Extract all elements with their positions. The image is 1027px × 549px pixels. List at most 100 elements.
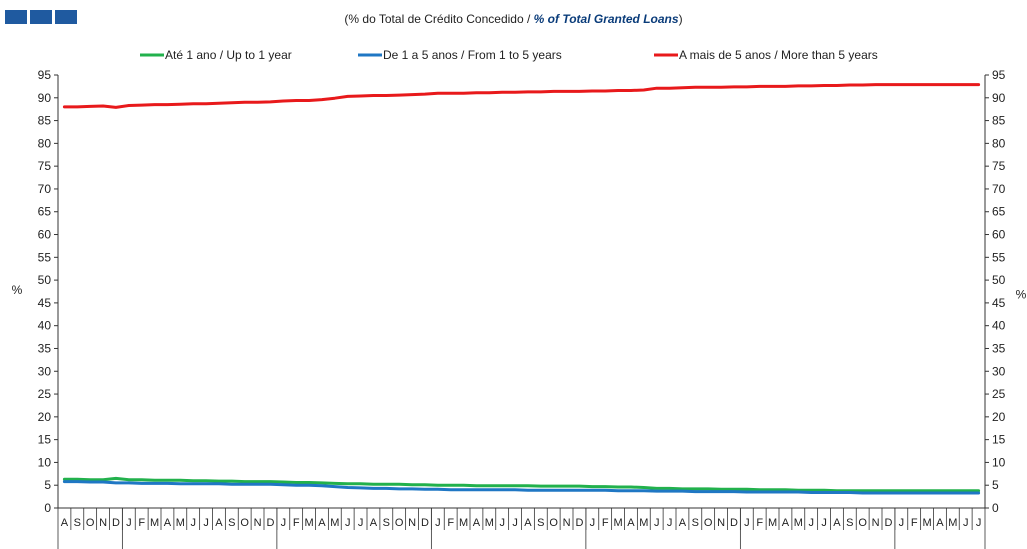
plot-area (62, 83, 981, 495)
y-tick-label: 0 (992, 501, 999, 515)
y-tick-label: 45 (38, 296, 52, 310)
x-tick-label: A (370, 517, 378, 529)
x-tick-label: M (459, 517, 468, 529)
y-tick-label: 80 (38, 136, 52, 150)
x-tick-label: J (590, 517, 596, 529)
x-tick-label: D (266, 517, 274, 529)
x-tick-label: M (150, 517, 159, 529)
x-tick-label: F (911, 517, 918, 529)
x-tick-label: A (61, 517, 69, 529)
x-tick-label: S (74, 517, 81, 529)
x-tick-label: M (176, 517, 185, 529)
x-tick-label: A (679, 517, 687, 529)
x-tick-label: J (667, 517, 673, 529)
chart-subtitle: (% do Total de Crédito Concedido / % of … (0, 12, 1027, 26)
y-tick-label: 85 (992, 114, 1006, 128)
series-line-3 (62, 83, 981, 109)
x-tick-label: A (524, 517, 532, 529)
x-tick-label: M (948, 517, 957, 529)
x-tick-label: A (215, 517, 223, 529)
x-tick-label: D (421, 517, 429, 529)
y-tick-label: 85 (38, 114, 52, 128)
x-tick-label: J (435, 517, 441, 529)
y-tick-label: 40 (38, 319, 52, 333)
y-tick-label: 20 (992, 410, 1006, 424)
y-tick-label: 40 (992, 319, 1006, 333)
x-tick-label: F (756, 517, 763, 529)
x-tick-label: D (575, 517, 583, 529)
legend-label: De 1 a 5 anos / From 1 to 5 years (383, 48, 562, 62)
y-tick-label: 55 (992, 250, 1006, 264)
y-tick-label: 45 (992, 296, 1006, 310)
y-tick-label: 10 (992, 455, 1006, 469)
x-tick-label: M (768, 517, 777, 529)
x-tick-label: J (976, 517, 982, 529)
x-tick-label: J (126, 517, 132, 529)
x-tick-label: N (408, 517, 416, 529)
x-tick-label: J (345, 517, 351, 529)
subtitle-suffix: ) (678, 12, 683, 26)
x-tick-label: A (473, 517, 481, 529)
y-tick-label: 95 (38, 68, 52, 82)
x-tick-label: S (692, 517, 699, 529)
y-tick-label: 70 (992, 182, 1006, 196)
x-tick-label: J (821, 517, 827, 529)
y-tick-label: 30 (38, 364, 52, 378)
x-tick-label: F (602, 517, 609, 529)
y-tick-label: 10 (38, 455, 52, 469)
x-tick-label: M (304, 517, 313, 529)
y-tick-label: 60 (38, 228, 52, 242)
x-tick-label: O (86, 517, 95, 529)
y-tick-label: 35 (38, 341, 52, 355)
x-tick-label: N (872, 517, 880, 529)
x-tick-label: A (833, 517, 841, 529)
x-tick-label: J (499, 517, 505, 529)
subtitle-english: % of Total Granted Loans (533, 12, 679, 26)
y-tick-label: 25 (38, 387, 52, 401)
y-tick-label: 30 (992, 364, 1006, 378)
y-tick-label: 65 (992, 205, 1006, 219)
y-tick-label: 50 (992, 273, 1006, 287)
legend-label: A mais de 5 anos / More than 5 years (679, 48, 878, 62)
x-tick-label: J (512, 517, 518, 529)
x-tick-label: S (228, 517, 235, 529)
y-tick-label: 65 (38, 205, 52, 219)
x-tick-label: J (190, 517, 196, 529)
x-tick-label: M (794, 517, 803, 529)
x-tick-label: O (549, 517, 558, 529)
logo-block (30, 10, 52, 24)
legend-label: Até 1 ano / Up to 1 year (165, 48, 292, 62)
x-tick-label: J (281, 517, 287, 529)
y-tick-label: 35 (992, 341, 1006, 355)
chart-legend: Até 1 ano / Up to 1 year De 1 a 5 anos / … (140, 48, 878, 62)
x-tick-label: O (858, 517, 867, 529)
y-tick-label: 50 (38, 273, 52, 287)
x-tick-label: J (808, 517, 814, 529)
x-tick-label: J (963, 517, 969, 529)
series-line-1 (62, 476, 981, 493)
x-tick-label: N (563, 517, 571, 529)
x-tick-label: F (293, 517, 300, 529)
y-tick-label: 15 (992, 433, 1006, 447)
x-tick-label: S (383, 517, 390, 529)
y-tick-label: 25 (992, 387, 1006, 401)
x-tick-label: D (884, 517, 892, 529)
logo-block (55, 10, 77, 24)
y-tick-label: 75 (992, 159, 1006, 173)
x-tick-label: J (744, 517, 750, 529)
y-tick-label: 80 (992, 136, 1006, 150)
brand-logo (5, 10, 77, 24)
x-tick-label: M (639, 517, 648, 529)
y-tick-label: 95 (992, 68, 1006, 82)
x-tick-label: A (782, 517, 790, 529)
y-tick-label: 70 (38, 182, 52, 196)
x-tick-label: A (318, 517, 326, 529)
x-tick-label: O (704, 517, 713, 529)
subtitle-prefix: (% do Total de Crédito Concedido / (344, 12, 534, 26)
x-tick-label: J (654, 517, 660, 529)
x-tick-label: D (730, 517, 738, 529)
x-tick-label: M (922, 517, 931, 529)
x-tick-label: S (846, 517, 853, 529)
x-tick-label: A (627, 517, 635, 529)
